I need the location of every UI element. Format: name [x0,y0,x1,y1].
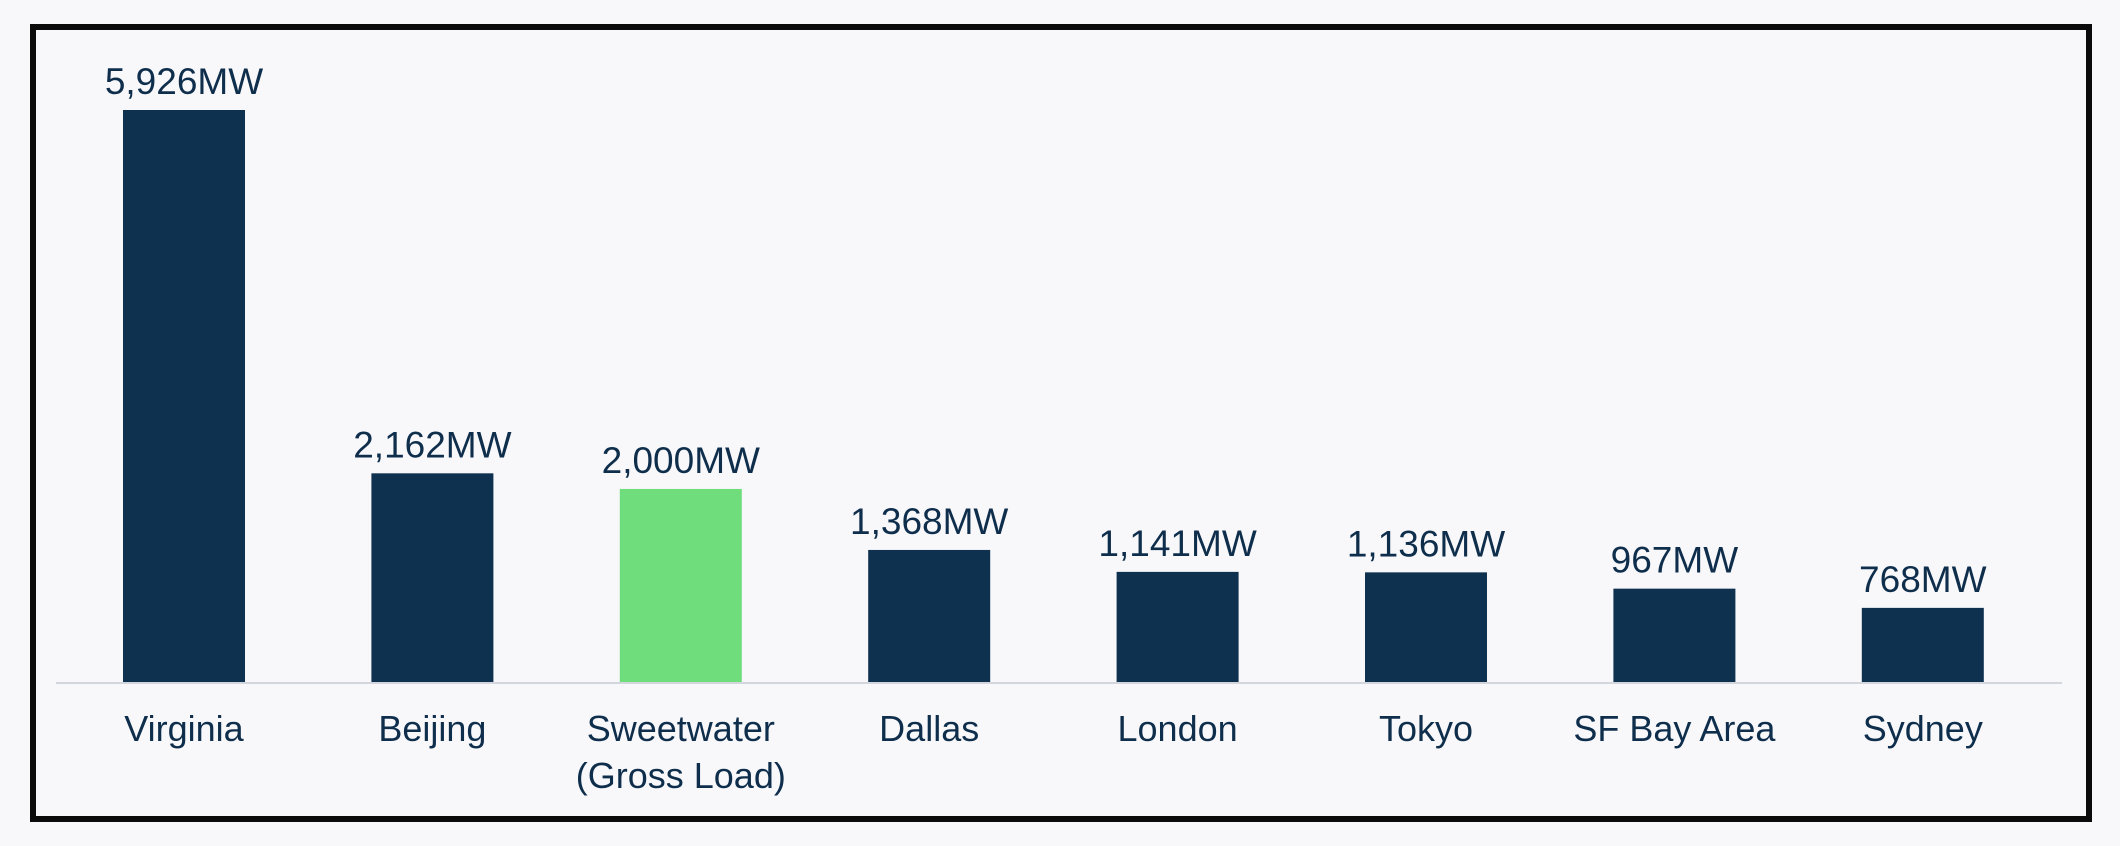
x-tick-label: Tokyo [1379,708,1473,749]
data-label: 768MW [1859,559,1987,600]
bar [1861,607,1984,682]
data-label: 2,000MW [602,440,760,481]
bar [619,488,742,682]
data-label: 1,136MW [1347,523,1505,564]
bar [371,473,494,682]
bar-chart: 5,926MW Virginia 2,162MW Beijing 2,000MW Swee… [56,61,2062,796]
bar [1613,588,1736,682]
bar [1116,571,1239,682]
x-tick-label: (Gross Load) [576,755,786,796]
x-tick-label: Beijing [378,708,486,749]
data-label: 967MW [1611,540,1739,581]
x-tick-label: Dallas [879,708,979,749]
x-tick-label: Sweetwater [587,708,775,749]
chart-frame: 5,926MW Virginia 2,162MW Beijing 2,000MW Swee… [30,24,2092,822]
bar [868,549,991,682]
x-tick-label: SF Bay Area [1573,708,1776,749]
x-tick-label: Sydney [1863,708,1983,749]
bar [123,110,245,682]
data-label: 1,141MW [1098,523,1256,564]
data-label: 5,926MW [105,61,263,102]
data-label: 1,368MW [850,501,1008,542]
x-tick-label: Virginia [124,708,244,749]
bar [1365,572,1487,682]
data-label: 2,162MW [353,424,511,465]
x-tick-label: London [1118,708,1238,749]
